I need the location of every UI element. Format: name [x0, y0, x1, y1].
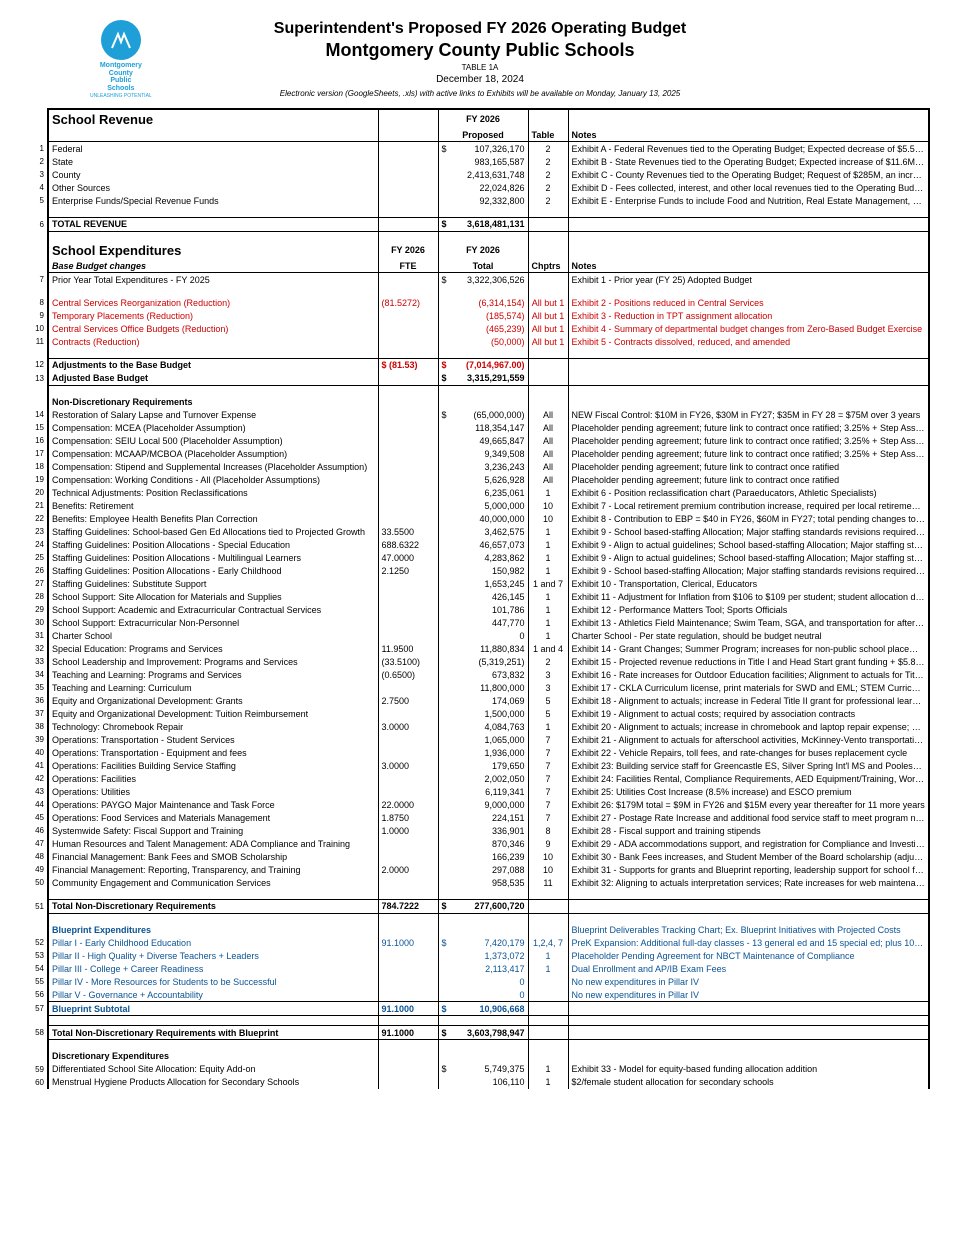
budget-table: School RevenueFY 2026ProposedTableNotes1… [30, 108, 930, 1089]
table-label: TABLE 1A [30, 63, 930, 72]
org-name: Montgomery County Public Schools [30, 40, 930, 61]
logo-tagline: UNLEASHING POTENTIAL [90, 93, 152, 99]
logo-text: Montgomery County Public Schools [90, 62, 152, 93]
page-header: Montgomery County Public Schools UNLEASH… [30, 20, 930, 98]
subtitle: Electronic version (GoogleSheets, .xls) … [30, 89, 930, 98]
logo-mark-icon [101, 20, 141, 60]
date: December 18, 2024 [30, 74, 930, 85]
logo: Montgomery County Public Schools UNLEASH… [90, 20, 152, 99]
page-title: Superintendent's Proposed FY 2026 Operat… [30, 20, 930, 38]
